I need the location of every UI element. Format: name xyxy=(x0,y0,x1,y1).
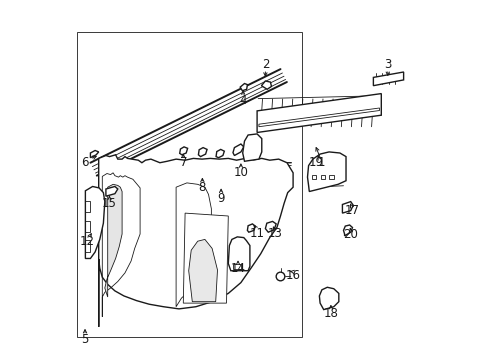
Text: 12: 12 xyxy=(79,235,94,248)
Polygon shape xyxy=(261,81,271,89)
Text: 7: 7 xyxy=(179,156,187,169)
Text: 18: 18 xyxy=(323,307,338,320)
Polygon shape xyxy=(319,287,338,310)
Polygon shape xyxy=(106,186,118,196)
Polygon shape xyxy=(373,72,403,86)
Polygon shape xyxy=(216,149,224,158)
Text: 19: 19 xyxy=(308,156,324,169)
Polygon shape xyxy=(265,221,276,232)
Polygon shape xyxy=(307,152,346,192)
Text: 3: 3 xyxy=(383,58,391,71)
Polygon shape xyxy=(232,144,244,156)
Text: 2: 2 xyxy=(261,58,268,71)
Text: 10: 10 xyxy=(233,166,248,179)
Polygon shape xyxy=(183,213,228,303)
Polygon shape xyxy=(247,224,255,232)
Text: 1: 1 xyxy=(317,156,324,169)
Text: 20: 20 xyxy=(343,228,357,241)
Polygon shape xyxy=(240,84,247,91)
Text: 16: 16 xyxy=(285,269,300,282)
Polygon shape xyxy=(228,237,249,271)
Text: 15: 15 xyxy=(102,197,117,210)
Text: 8: 8 xyxy=(198,181,205,194)
Polygon shape xyxy=(85,186,104,258)
Polygon shape xyxy=(99,155,292,327)
Text: 13: 13 xyxy=(267,227,282,240)
Polygon shape xyxy=(188,239,217,302)
Text: 4: 4 xyxy=(239,94,246,107)
Text: 6: 6 xyxy=(81,156,89,169)
Text: 5: 5 xyxy=(81,333,88,346)
Text: 11: 11 xyxy=(249,227,264,240)
Polygon shape xyxy=(198,148,206,157)
Text: 14: 14 xyxy=(230,262,245,275)
Polygon shape xyxy=(342,202,352,213)
Polygon shape xyxy=(179,147,187,155)
Polygon shape xyxy=(257,94,381,132)
Polygon shape xyxy=(90,150,99,158)
Polygon shape xyxy=(104,184,122,297)
Polygon shape xyxy=(242,134,261,161)
Polygon shape xyxy=(343,225,352,236)
Text: 9: 9 xyxy=(217,192,224,205)
Text: 17: 17 xyxy=(344,204,359,217)
